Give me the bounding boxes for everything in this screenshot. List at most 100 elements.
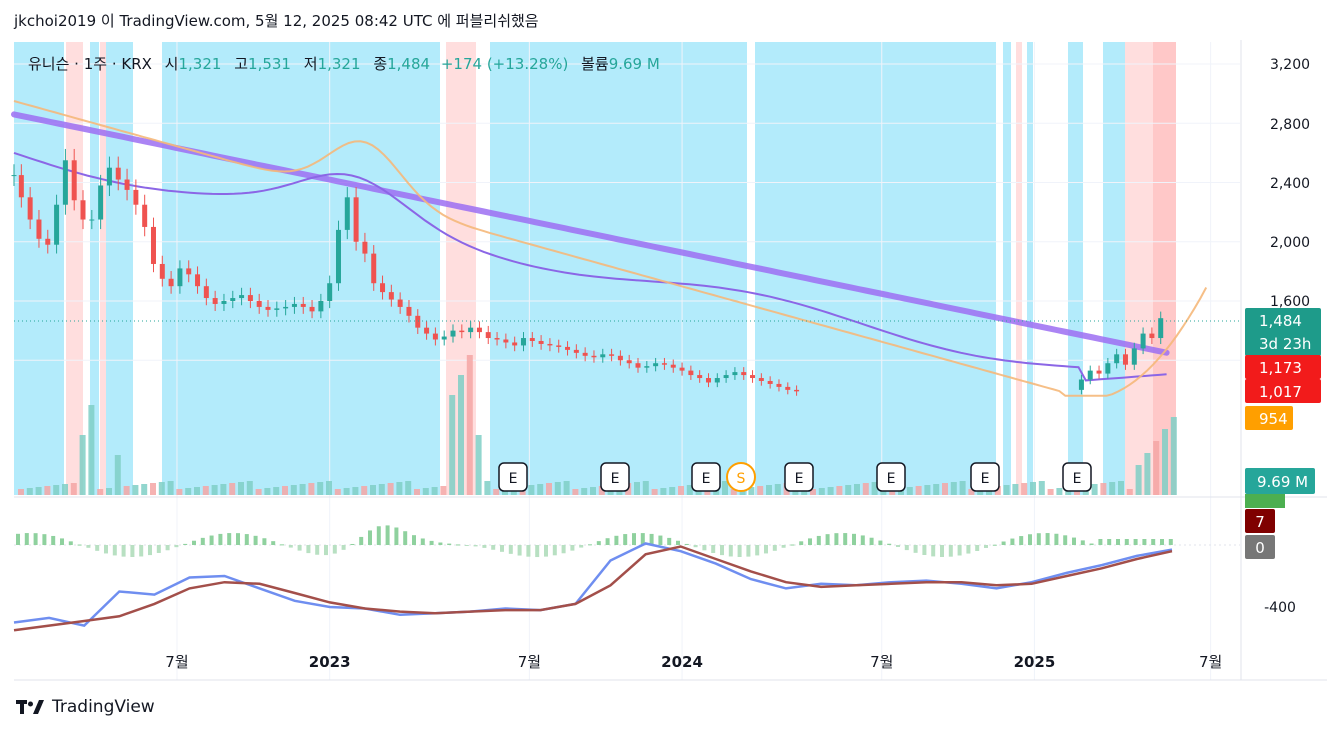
volume-bar — [114, 455, 121, 495]
candle-body — [89, 219, 95, 221]
macd-panel — [13, 525, 1240, 632]
candle-body — [732, 372, 738, 376]
volume-bar — [273, 487, 280, 495]
macd-histogram-bar — [614, 535, 619, 545]
price-tick-label: 2,400 — [1270, 176, 1310, 192]
candle-body — [794, 389, 800, 392]
volume-bar — [722, 481, 728, 495]
volume-bar — [449, 395, 456, 495]
macd-histogram-bar — [579, 545, 584, 548]
earnings-event-icon: E — [600, 462, 630, 492]
macd-histogram-bar — [843, 533, 848, 545]
macd-histogram-bar — [1010, 538, 1015, 545]
volume-bar — [1118, 481, 1124, 495]
candle-body — [424, 327, 430, 334]
candle-body — [688, 370, 694, 376]
macd-histogram-bar — [1089, 543, 1094, 545]
candle-body — [529, 338, 535, 341]
tradingview-logo-icon — [16, 700, 44, 714]
candle-body — [503, 339, 509, 343]
volume-bar — [598, 486, 605, 495]
macd-histogram-bar — [1019, 536, 1024, 545]
volume-bar — [1056, 488, 1063, 495]
volume-bar — [352, 487, 359, 495]
macd-histogram-bar — [772, 545, 777, 551]
candle-body — [1131, 348, 1137, 365]
ma-short-line — [13, 100, 1208, 397]
volume-bar — [1162, 429, 1168, 495]
volume-bar — [185, 488, 192, 495]
macd-histogram-bar — [922, 545, 927, 555]
candle-body — [591, 355, 597, 358]
volume-bar — [264, 488, 271, 495]
macd-histogram-bar — [728, 545, 733, 557]
candle-body — [1096, 370, 1102, 374]
candle-body — [573, 349, 579, 353]
candle-body — [512, 342, 518, 346]
macd-histogram-bar — [966, 545, 971, 554]
macd-histogram-bar — [315, 545, 320, 555]
volume-bar — [431, 487, 438, 495]
macd-histogram-bar — [1080, 540, 1085, 545]
volume-bar — [466, 355, 473, 495]
macd-histogram-bar — [1054, 533, 1059, 545]
candle-body — [18, 175, 24, 198]
macd-histogram-bar — [324, 545, 328, 556]
candle-body — [626, 360, 632, 364]
price-tick-label: 2,000 — [1270, 235, 1310, 251]
event-label: E — [795, 471, 804, 487]
close-label: 종 — [373, 55, 388, 73]
volume-bar — [678, 486, 684, 495]
volume-bar — [132, 485, 139, 495]
macd-histogram-bar — [227, 533, 232, 545]
volume-bar — [422, 488, 429, 495]
candle-body — [582, 352, 588, 356]
candle-body — [353, 197, 359, 242]
macd-histogram-bar — [526, 545, 531, 557]
candle-body — [432, 333, 438, 340]
candle-body — [714, 378, 720, 383]
band-blue — [162, 42, 440, 495]
macd-histogram-bar — [51, 535, 56, 545]
macd-histogram-bar — [508, 545, 513, 554]
macd-histogram-bar — [1107, 539, 1112, 545]
moving-averages — [11, 100, 1208, 397]
symbol-name[interactable]: 유니슨 · 1주 · KRX — [28, 55, 152, 73]
macd-histogram-bar — [887, 543, 892, 545]
macd-histogram-bar — [667, 537, 672, 545]
macd-histogram-bar — [253, 535, 258, 545]
macd-histogram-bar — [130, 545, 135, 557]
footer-brand[interactable]: TradingView — [16, 697, 155, 717]
macd-badge-text: 0 — [1255, 539, 1265, 557]
candle-body — [406, 306, 412, 316]
candle-body — [124, 179, 130, 190]
candle-body — [195, 274, 201, 287]
volume-bar — [396, 482, 403, 495]
volume-bar — [1135, 465, 1142, 495]
macd-histogram-bar — [482, 545, 487, 548]
band-blue — [1027, 42, 1033, 495]
macd-histogram-bar — [244, 534, 249, 545]
macd-histogram-bar — [297, 545, 302, 551]
earnings-event-icon: E — [691, 462, 721, 492]
time-tick-label: 2023 — [309, 653, 351, 671]
candle-body — [661, 363, 667, 365]
event-label: E — [981, 471, 990, 487]
candle-body — [71, 160, 77, 201]
volume-bar — [106, 488, 112, 495]
macd-histogram-bar — [200, 537, 205, 545]
volume-bar — [871, 482, 878, 495]
macd-histogram-bar — [148, 545, 152, 556]
volume-bar — [282, 486, 288, 495]
macd-histogram-bar — [878, 540, 883, 545]
volume-bar — [836, 486, 843, 495]
macd-histogram-bar — [438, 542, 443, 545]
band-pink — [1016, 42, 1022, 495]
macd-histogram-bar — [658, 535, 663, 545]
band-pink — [1125, 42, 1153, 495]
macd-histogram-bar — [1124, 539, 1129, 545]
macd-histogram-bar — [33, 533, 38, 545]
time-tick-label: 7월 — [1199, 653, 1222, 671]
candle-body — [54, 204, 60, 245]
